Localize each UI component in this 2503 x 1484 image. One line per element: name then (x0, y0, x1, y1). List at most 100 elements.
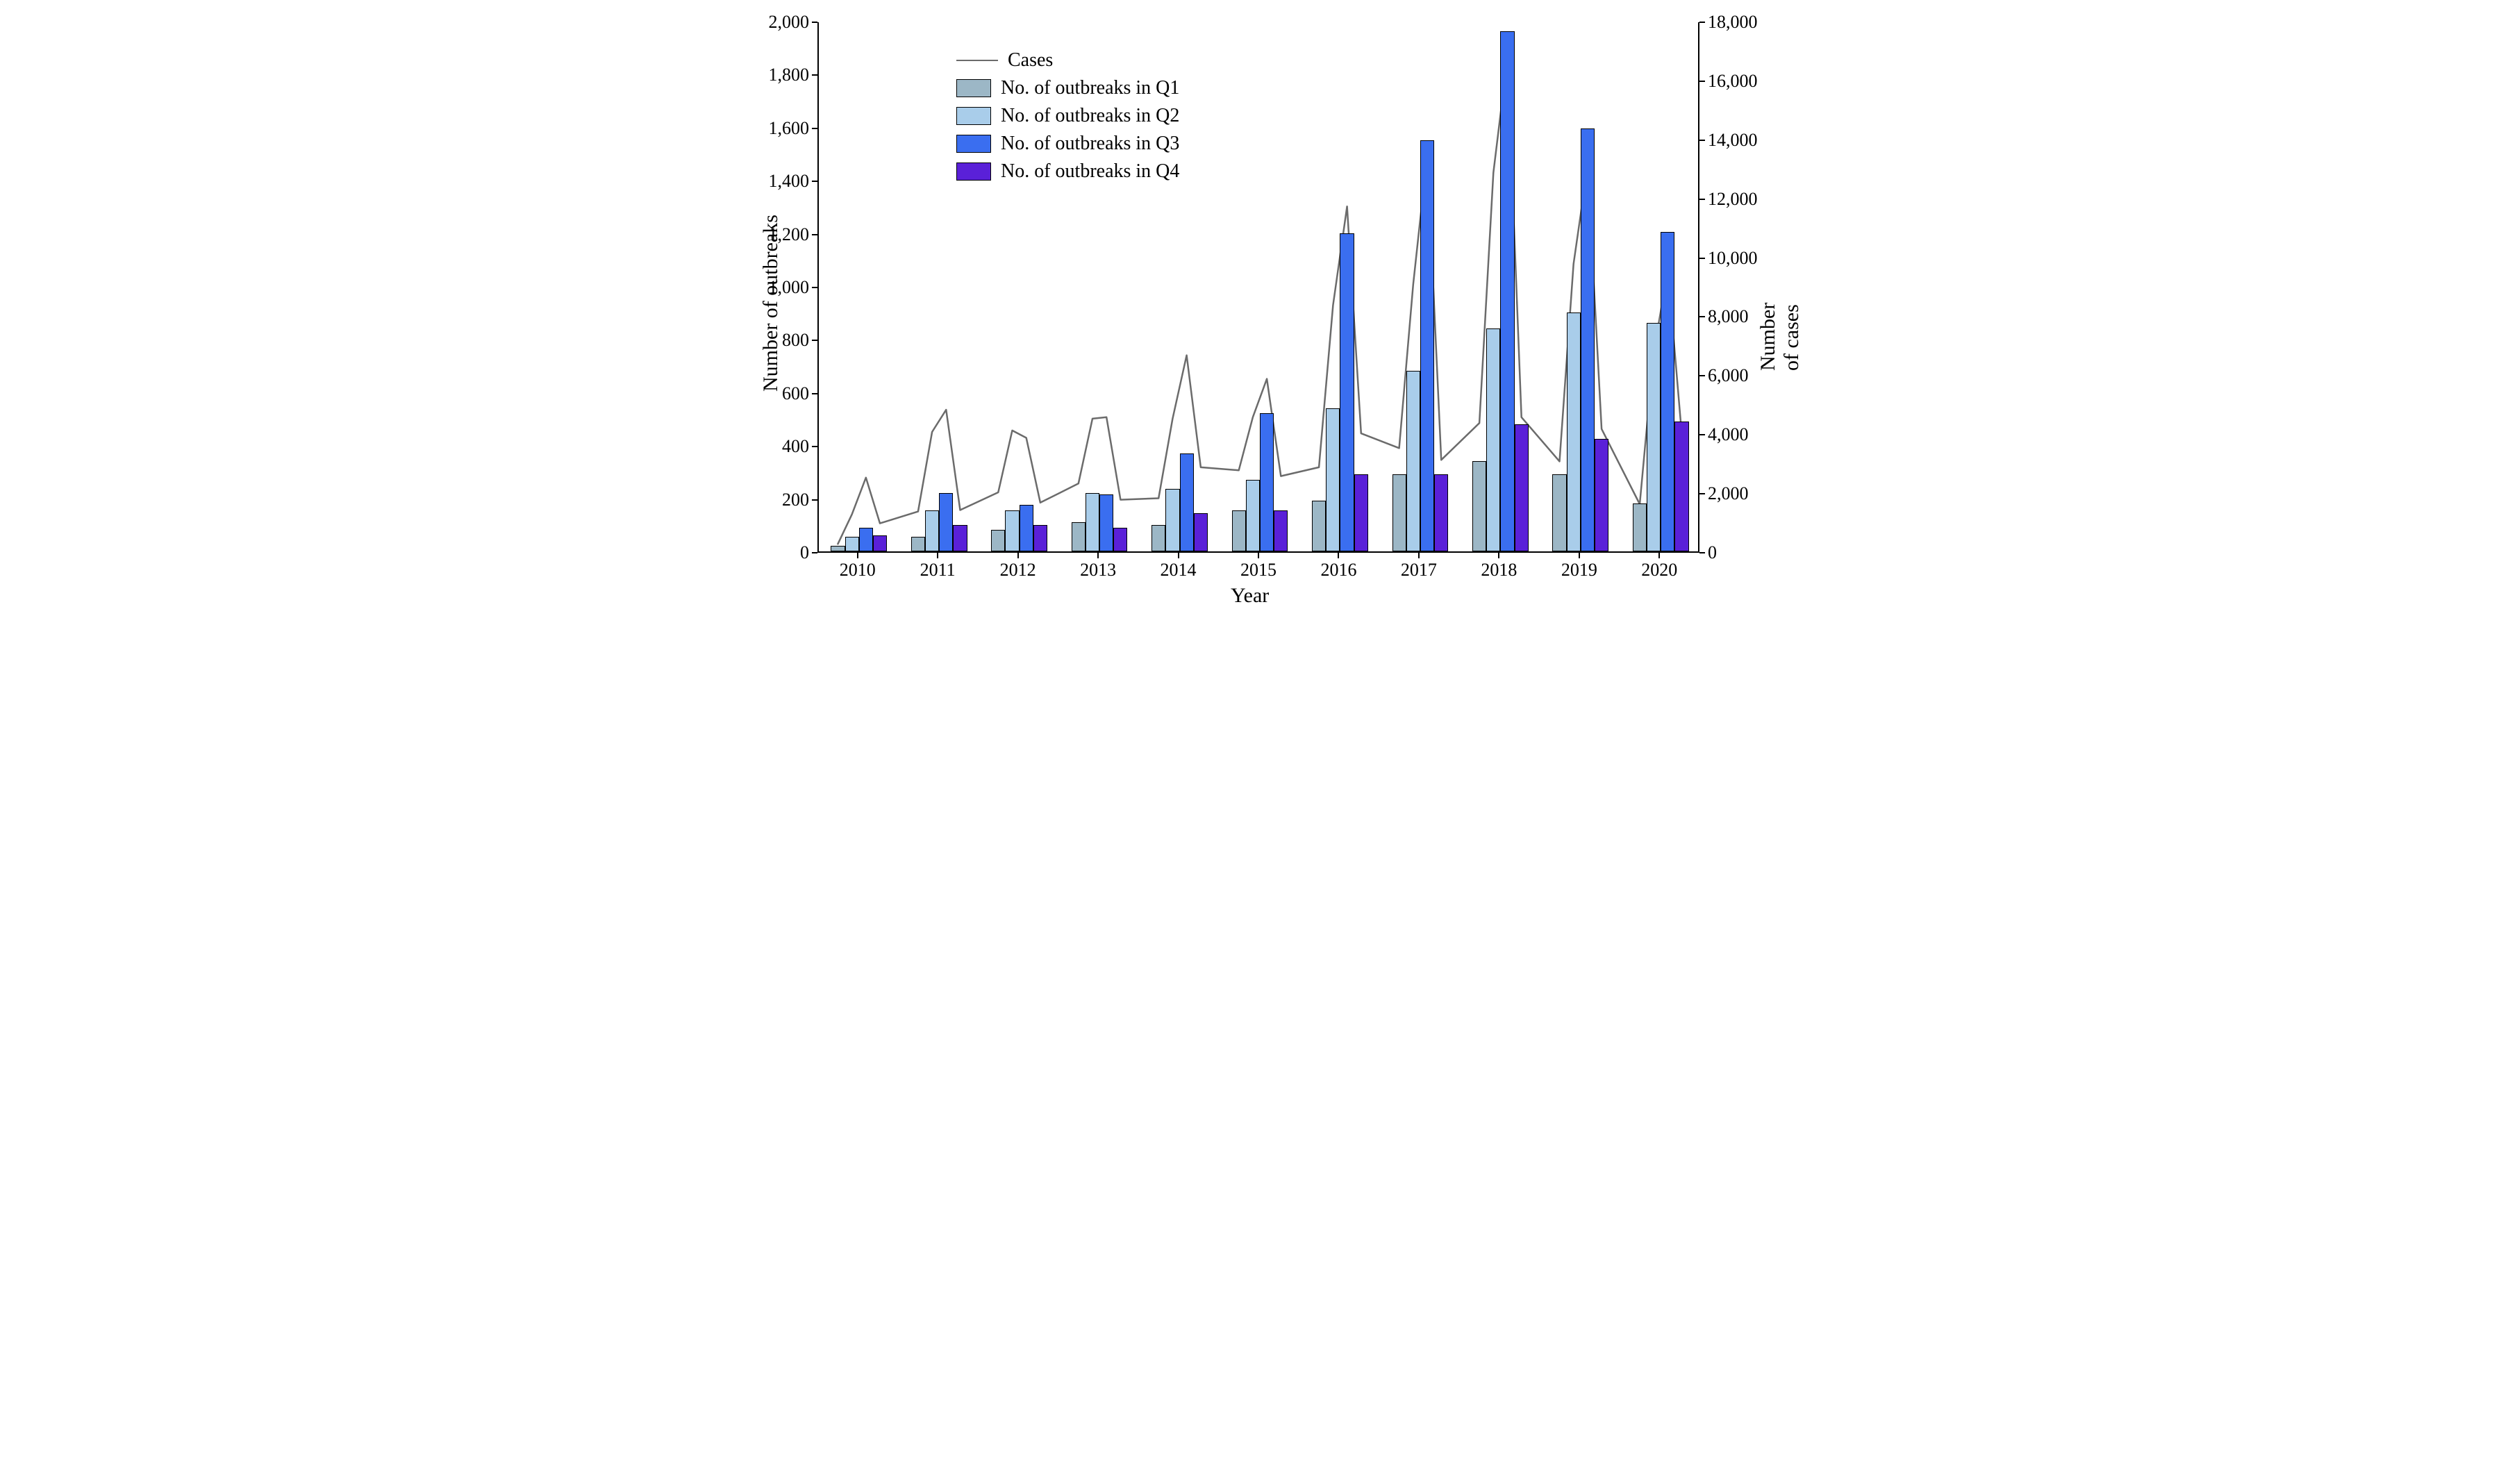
bar-q4 (1354, 474, 1368, 551)
bar-q2 (1086, 493, 1099, 551)
y-right-tick-label: 0 (1708, 542, 1770, 563)
bar-q3 (1420, 140, 1434, 551)
y-left-tick (812, 552, 817, 553)
y-right-tick (1699, 199, 1705, 200)
y-left-tick-label: 800 (755, 330, 809, 351)
bar-q4 (1515, 424, 1529, 551)
legend-label: Cases (1008, 49, 1053, 72)
bar-q3 (1020, 505, 1033, 551)
legend-swatch-box (956, 79, 991, 97)
y-left-tick-label: 2,000 (755, 12, 809, 33)
x-tick-label: 2012 (990, 560, 1046, 581)
y-left-tick-label: 0 (755, 542, 809, 563)
y-left-tick (812, 499, 817, 501)
x-tick-label: 2011 (910, 560, 965, 581)
y-right-tick-label: 16,000 (1708, 71, 1770, 92)
legend-label: No. of outbreaks in Q1 (1001, 77, 1179, 99)
bar-q2 (1246, 480, 1260, 551)
x-tick-label: 2016 (1311, 560, 1366, 581)
bar-q2 (1567, 312, 1581, 551)
bar-q1 (1151, 525, 1165, 551)
y-right-tick (1699, 316, 1705, 317)
y-left-tick (812, 446, 817, 447)
x-tick (1579, 553, 1580, 558)
legend-item: Cases (956, 47, 1179, 74)
y-left-tick (812, 287, 817, 288)
bar-q3 (1180, 453, 1194, 551)
x-tick-label: 2014 (1151, 560, 1206, 581)
bar-q4 (1274, 510, 1288, 551)
bar-q2 (1406, 371, 1420, 551)
legend-item: No. of outbreaks in Q1 (956, 74, 1179, 102)
y-left-tick (812, 181, 817, 182)
bar-q2 (1486, 328, 1500, 551)
outbreaks-cases-chart: Number of outbreaks Number of cases Year… (744, 14, 1759, 616)
y-right-tick (1699, 140, 1705, 141)
bar-q2 (1326, 408, 1340, 551)
bar-q4 (1033, 525, 1047, 551)
bar-q3 (1500, 31, 1514, 551)
x-tick-label: 2018 (1471, 560, 1527, 581)
bar-q1 (1552, 474, 1566, 551)
bar-q1 (911, 537, 925, 551)
plot-area (817, 22, 1699, 553)
bar-q1 (1232, 510, 1246, 551)
bar-q3 (1260, 413, 1274, 551)
y-left-tick (812, 340, 817, 341)
y-left-tick-label: 1,000 (755, 277, 809, 298)
x-tick-label: 2010 (830, 560, 885, 581)
y-left-tick (812, 393, 817, 394)
y-right-tick (1699, 375, 1705, 376)
legend: Cases No. of outbreaks in Q1 No. of outbre… (956, 47, 1179, 185)
x-tick (1658, 553, 1660, 558)
bar-q2 (1165, 489, 1179, 551)
bar-q4 (1113, 528, 1127, 551)
legend-swatch-box (956, 162, 991, 181)
y-left-tick-label: 400 (755, 436, 809, 457)
bar-q3 (1099, 494, 1113, 551)
bar-q3 (1581, 128, 1595, 551)
bar-q1 (1392, 474, 1406, 551)
x-tick (1498, 553, 1499, 558)
bar-q1 (991, 530, 1005, 551)
bar-q2 (1647, 323, 1661, 551)
legend-swatch-line (956, 60, 998, 62)
x-tick-label: 2017 (1391, 560, 1447, 581)
x-tick (1338, 553, 1339, 558)
x-tick-label: 2013 (1070, 560, 1126, 581)
y-right-tick (1699, 493, 1705, 494)
bar-q4 (953, 525, 967, 551)
bar-q4 (1194, 513, 1208, 551)
y-right-tick-label: 14,000 (1708, 130, 1770, 151)
y-right-tick-label: 8,000 (1708, 306, 1770, 327)
legend-swatch-box (956, 135, 991, 153)
y-left-tick (812, 234, 817, 235)
y-right-tick (1699, 22, 1705, 23)
bar-q2 (925, 510, 939, 551)
y-right-tick-label: 2,000 (1708, 483, 1770, 504)
x-tick-label: 2019 (1552, 560, 1607, 581)
y-right-tick (1699, 81, 1705, 82)
y-left-tick (812, 74, 817, 76)
bar-q2 (1005, 510, 1019, 551)
bar-q4 (1595, 439, 1608, 551)
y-right-tick-label: 12,000 (1708, 189, 1770, 210)
bar-q1 (1472, 461, 1486, 551)
x-axis-label: Year (1231, 584, 1269, 608)
y-right-tick-label: 10,000 (1708, 248, 1770, 269)
x-tick (1178, 553, 1179, 558)
y-left-tick-label: 1,800 (755, 65, 809, 85)
bar-q3 (939, 493, 953, 551)
legend-label: No. of outbreaks in Q4 (1001, 160, 1179, 183)
y-left-tick-label: 600 (755, 383, 809, 404)
legend-label: No. of outbreaks in Q3 (1001, 133, 1179, 155)
x-tick (1097, 553, 1099, 558)
y-left-tick-label: 1,200 (755, 224, 809, 245)
y-right-tick-label: 4,000 (1708, 424, 1770, 445)
y-right-tick-label: 18,000 (1708, 12, 1770, 33)
x-tick-label: 2015 (1231, 560, 1286, 581)
y-right-tick (1699, 258, 1705, 259)
y-right-tick (1699, 552, 1705, 553)
x-tick (1258, 553, 1259, 558)
legend-swatch-box (956, 107, 991, 125)
